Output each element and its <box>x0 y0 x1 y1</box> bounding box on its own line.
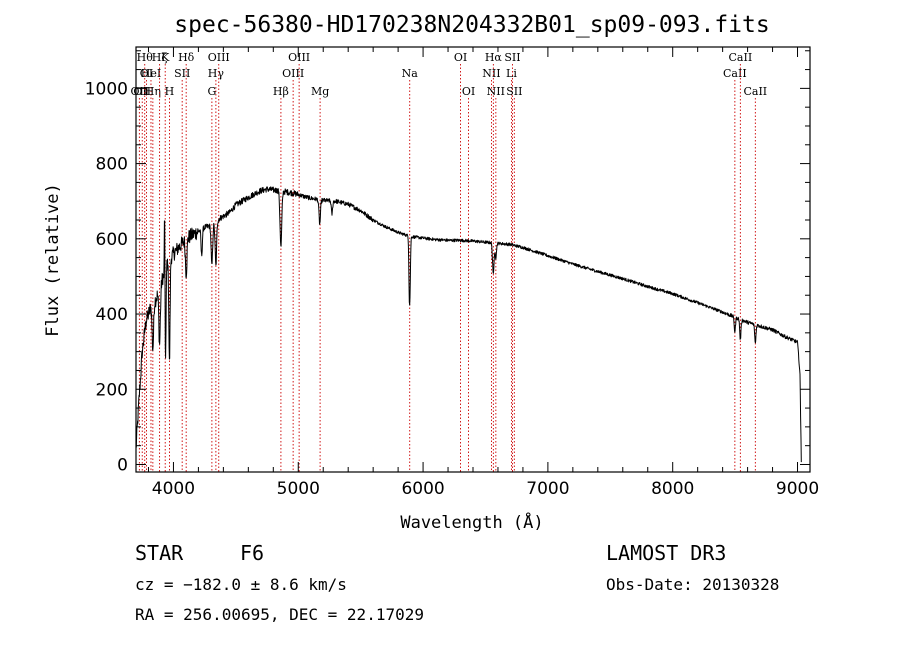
line-marker-label: CaII <box>729 51 753 64</box>
spectrum-series <box>135 186 802 463</box>
line-marker-label: SII <box>504 51 520 64</box>
obs-date: Obs-Date: 20130328 <box>606 575 779 594</box>
spectrum-line <box>135 186 802 463</box>
line-marker-label: OI <box>140 67 153 80</box>
line-marker-label: H <box>165 85 175 98</box>
x-axis: 4000 5000 6000 7000 8000 9000 <box>147 47 819 499</box>
survey-name: LAMOST DR3 <box>606 541 726 565</box>
line-marker-label: OIII <box>288 51 310 64</box>
line-marker-label: OIII <box>208 51 230 64</box>
line-marker-label: NII <box>487 85 505 98</box>
object-type: STAR <box>135 541 184 565</box>
line-marker-label: Hδ <box>178 51 195 64</box>
x-tick-label: 9000 <box>776 479 819 499</box>
line-marker-label: Hγ <box>208 67 225 80</box>
line-marker-label: G <box>207 85 216 98</box>
line-marker-label: HeI <box>141 67 161 80</box>
line-marker-label: Li <box>506 67 517 80</box>
x-axis-label: Wavelength (Å) <box>400 511 543 533</box>
line-marker-label: OI <box>462 85 475 98</box>
line-marker-label: NII <box>482 67 500 80</box>
object-subclass: F6 <box>240 541 264 565</box>
y-axis-label: Flux (relative) <box>43 183 63 337</box>
redshift-text: cz = −182.0 ± 8.6 km/s <box>135 575 347 594</box>
y-tick-label: 1000 <box>85 79 128 99</box>
line-marker-label: Hη <box>145 85 161 98</box>
line-marker-label: SII <box>174 67 190 80</box>
line-marker-label: SII <box>506 85 522 98</box>
line-marker-label: CaII <box>743 85 767 98</box>
plot-frame <box>135 46 811 473</box>
line-marker-label: OIII <box>282 67 304 80</box>
line-marker-label: OI <box>454 51 467 64</box>
line-markers: OIIOIIHθOIHeIHηHζKHSIIHδGHγOIIIHβOIIIOII… <box>131 51 767 472</box>
y-tick-label: 400 <box>96 305 128 325</box>
y-tick-label: 0 <box>117 455 128 475</box>
line-marker-label: Hα <box>485 51 503 64</box>
x-tick-label: 6000 <box>401 479 444 499</box>
y-tick-label: 600 <box>96 230 128 250</box>
line-marker-label: Hζ <box>152 51 168 64</box>
line-marker-label: Hθ <box>137 51 154 64</box>
line-marker-label: K <box>161 51 170 64</box>
y-tick-label: 200 <box>96 380 128 400</box>
x-tick-label: 8000 <box>651 479 694 499</box>
y-tick-label: 800 <box>96 155 128 175</box>
line-marker-label: Na <box>402 67 419 80</box>
coordinates: RA = 256.00695, DEC = 22.17029 <box>135 605 424 624</box>
x-tick-label: 7000 <box>526 479 569 499</box>
line-marker-label: Hβ <box>273 85 289 98</box>
y-axis: 0 200 400 600 800 1000 <box>85 50 810 475</box>
line-marker-label: Mg <box>311 85 329 98</box>
x-tick-label: 5000 <box>277 479 320 499</box>
chart-title: spec-56380-HD170238N204332B01_sp09-093.f… <box>174 12 769 38</box>
x-tick-label: 4000 <box>152 479 195 499</box>
line-marker-label: CaII <box>723 67 747 80</box>
